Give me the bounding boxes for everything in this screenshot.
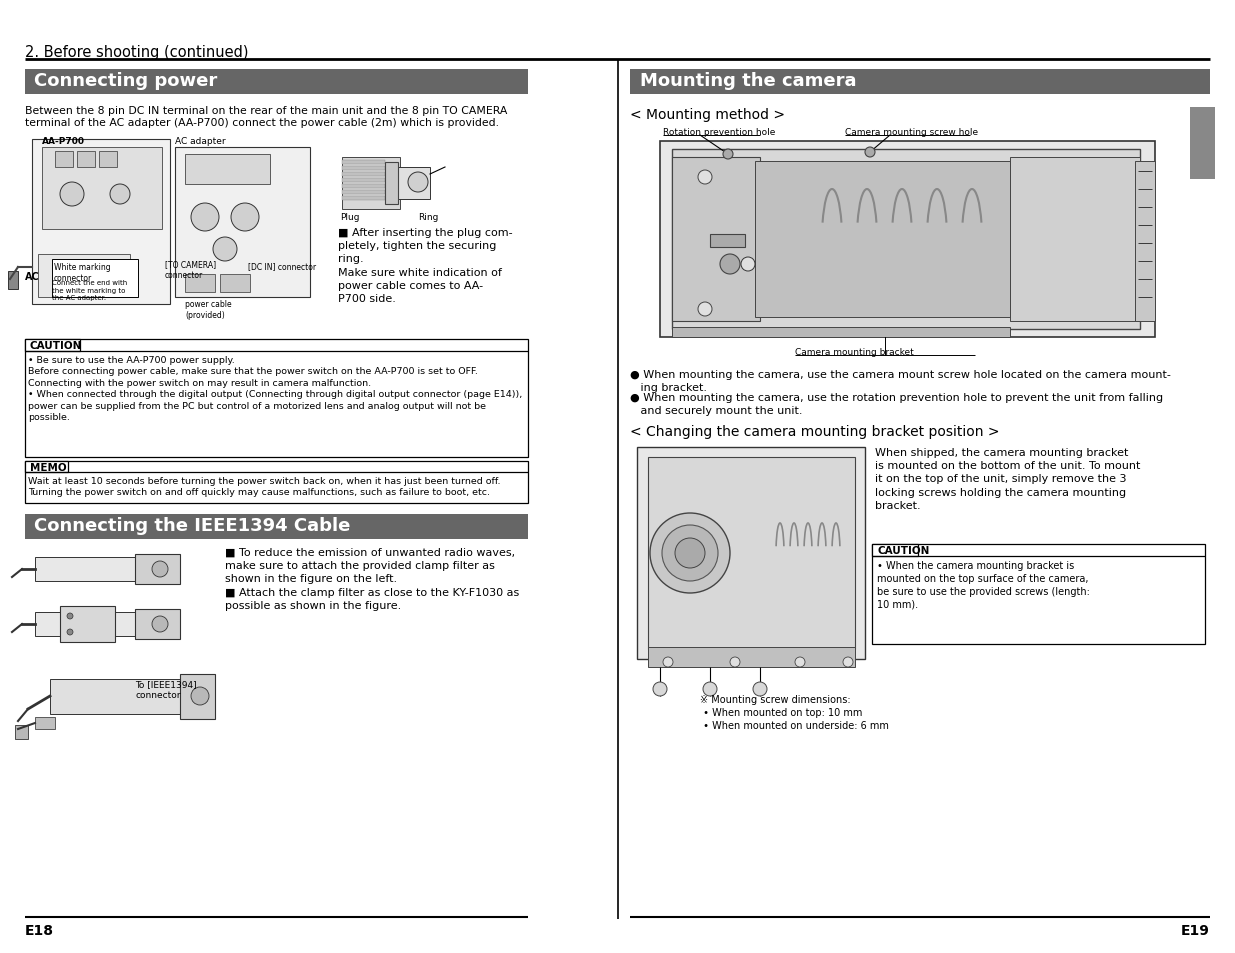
Circle shape [231,204,259,232]
Circle shape [741,257,755,272]
Bar [135,555,180,584]
Bar [659,142,1155,337]
Bar [385,163,398,205]
Bar [342,158,400,210]
Bar [342,185,385,189]
Circle shape [703,682,718,697]
Text: Connecting power: Connecting power [35,71,217,90]
Circle shape [795,658,805,667]
Circle shape [110,185,130,205]
Bar [1010,158,1140,322]
Bar [395,168,430,200]
Bar [25,461,68,473]
Bar [185,154,270,185]
Circle shape [753,682,767,697]
Circle shape [212,237,237,262]
Text: ■ To reduce the emission of unwanted radio waves,
make sure to attach the provid: ■ To reduce the emission of unwanted rad… [225,547,519,610]
Text: AC adapter: AC adapter [175,137,226,146]
Text: AC: AC [25,272,40,282]
Text: CAUTION: CAUTION [877,545,930,556]
Bar [61,606,115,642]
Bar [710,234,745,248]
Circle shape [191,204,219,232]
Circle shape [676,538,705,568]
Text: < Mounting method >: < Mounting method > [630,108,785,122]
Text: [TO CAMERA]
connector: [TO CAMERA] connector [165,260,216,280]
Bar [77,152,95,168]
Text: • When the camera mounting bracket is
mounted on the top surface of the camera,
: • When the camera mounting bracket is mo… [877,560,1089,609]
Bar [35,558,140,581]
Bar [342,191,385,194]
Text: [DC IN] connector: [DC IN] connector [248,262,316,271]
Circle shape [844,658,853,667]
Circle shape [152,617,168,633]
Circle shape [720,254,740,274]
Bar [56,152,73,168]
Circle shape [864,148,876,158]
Bar [755,162,1010,317]
Bar [185,274,215,293]
Circle shape [61,183,84,207]
Bar [25,339,80,352]
Text: ● When mounting the camera, use the camera mount screw hole located on the camer: ● When mounting the camera, use the came… [630,370,1171,393]
Circle shape [662,525,718,581]
Bar [25,339,529,457]
Bar [648,457,855,649]
Text: Connecting the IEEE1394 Cable: Connecting the IEEE1394 Cable [35,517,351,535]
Bar [872,544,918,557]
Bar [35,613,140,637]
Text: E18: E18 [25,923,54,937]
Bar [135,609,180,639]
Bar [25,461,529,503]
Bar [49,679,185,714]
Text: E19: E19 [1181,923,1210,937]
Bar [672,328,1010,337]
Bar [342,179,385,183]
Bar [342,196,385,201]
Text: Ring: Ring [417,213,438,222]
Bar [342,172,385,177]
Bar [342,167,385,171]
Text: power cable
(provided): power cable (provided) [185,299,232,320]
Circle shape [152,561,168,578]
Bar [1135,162,1155,322]
Bar [648,647,855,667]
Bar [15,725,28,740]
Bar [38,254,130,297]
Bar [630,70,1210,95]
Bar [672,150,1140,330]
Text: When shipped, the camera mounting bracket
is mounted on the bottom of the unit. : When shipped, the camera mounting bracke… [876,448,1140,510]
Text: CAUTION: CAUTION [30,340,83,351]
Bar [175,148,310,297]
Bar [872,544,1205,644]
Text: MEMO: MEMO [30,462,67,473]
Text: • Be sure to use the AA-P700 power supply.
Before connecting power cable, make s: • Be sure to use the AA-P700 power suppl… [28,355,522,422]
Bar [35,718,56,729]
Text: ■ After inserting the plug com-
pletely, tighten the securing
ring.
Make sure wh: ■ After inserting the plug com- pletely,… [338,228,513,304]
Circle shape [653,682,667,697]
Text: ※ Mounting screw dimensions:
 • When mounted on top: 10 mm
 • When mounted on un: ※ Mounting screw dimensions: • When moun… [700,695,889,731]
Bar [25,70,529,95]
Text: 2. Before shooting (continued): 2. Before shooting (continued) [25,45,248,60]
Circle shape [722,150,734,160]
Circle shape [67,629,73,636]
Bar [25,515,529,539]
Text: Rotation prevention hole: Rotation prevention hole [663,128,776,137]
Text: Plug: Plug [340,213,359,222]
Text: Between the 8 pin DC IN terminal on the rear of the main unit and the 8 pin TO C: Between the 8 pin DC IN terminal on the … [25,106,508,129]
Text: White marking
connector: White marking connector [54,263,111,283]
Bar [52,260,138,297]
Bar [220,274,249,293]
Circle shape [698,171,713,185]
Bar [99,152,117,168]
Circle shape [730,658,740,667]
Bar [342,161,385,165]
Text: To [IEEE1394]
connector: To [IEEE1394] connector [135,679,196,700]
Bar [637,448,864,659]
Bar [7,272,19,290]
Circle shape [698,303,713,316]
Circle shape [650,514,730,594]
Text: Camera mounting screw hole: Camera mounting screw hole [845,128,978,137]
Text: Connect the end with
the white marking to
the AC adapter.: Connect the end with the white marking t… [52,280,127,301]
Bar [32,140,170,305]
